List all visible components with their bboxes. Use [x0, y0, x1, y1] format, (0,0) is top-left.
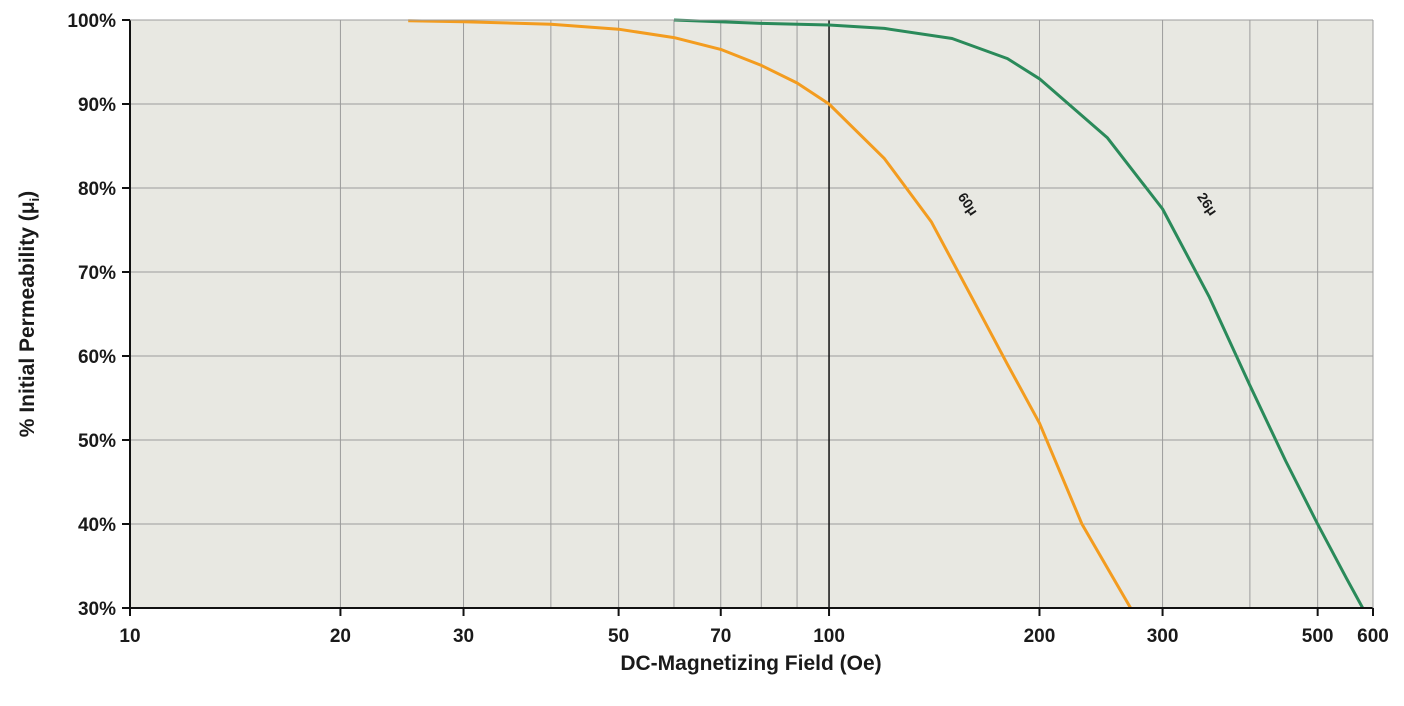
- y-tick-label: 80%: [78, 179, 116, 200]
- x-tick-label: 50: [608, 626, 629, 647]
- y-tick-label: 60%: [78, 347, 116, 368]
- x-tick-label: 20: [330, 626, 351, 647]
- axes: [122, 19, 1374, 616]
- plot-background: [130, 20, 1373, 608]
- y-tick-label: 100%: [67, 11, 116, 32]
- y-axis-title-close: ): [16, 191, 39, 198]
- x-tick-label: 200: [1024, 626, 1056, 647]
- y-tick-label: 50%: [78, 431, 116, 452]
- x-tick-label: 10: [119, 626, 140, 647]
- x-tick-label: 600: [1357, 626, 1389, 647]
- y-axis-title: % Initial Permeability (μi): [16, 191, 42, 437]
- y-tick-labels: 30% 40% 50% 60% 70% 80% 90% 100%: [67, 11, 116, 620]
- y-tick-label: 70%: [78, 263, 116, 284]
- x-tick-labels: 10 20 30 50 70 100 200 300 500 600: [119, 626, 1388, 647]
- y-axis-title-subscript: i: [27, 198, 42, 202]
- y-tick-label: 30%: [78, 599, 116, 620]
- series-line-1: [673, 18, 1365, 609]
- x-tick-label: 500: [1302, 626, 1334, 647]
- x-tick-label: 100: [813, 626, 845, 647]
- x-tick-label: 300: [1147, 626, 1179, 647]
- y-tick-label: 40%: [78, 515, 116, 536]
- gridlines: [130, 20, 1373, 608]
- curves: [408, 18, 1365, 609]
- y-axis-title-main: % Initial Permeability (μ: [16, 201, 39, 437]
- y-tick-label: 90%: [78, 95, 116, 116]
- x-tick-label: 30: [453, 626, 474, 647]
- x-axis-title: DC-Magnetizing Field (Oe): [620, 652, 881, 675]
- series-line-0: [408, 19, 1132, 609]
- x-tick-label: 70: [710, 626, 731, 647]
